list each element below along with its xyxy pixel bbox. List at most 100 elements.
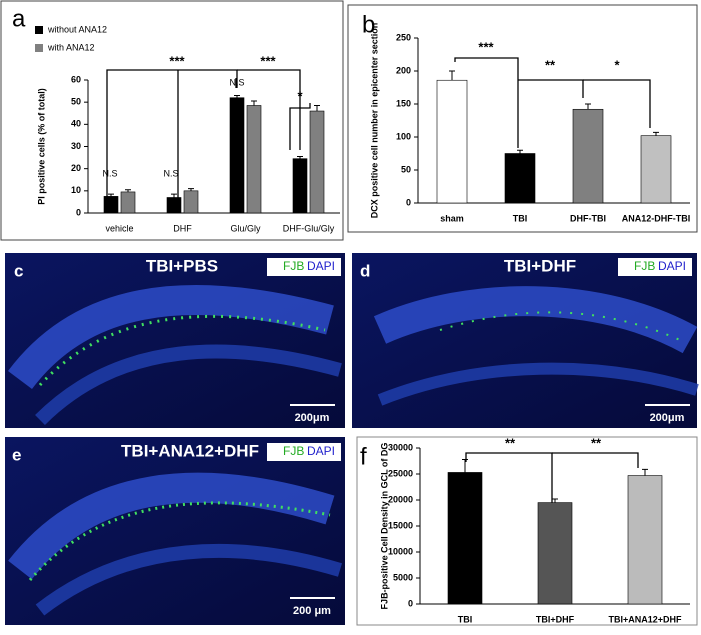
legend-swatch — [35, 26, 43, 34]
bar — [504, 153, 536, 204]
bar — [246, 105, 262, 214]
bar — [447, 472, 483, 605]
annotation: *** — [260, 53, 276, 68]
scale-label: 200μm — [650, 412, 685, 424]
bar — [640, 135, 672, 204]
panel-title: TBI+ANA12+DHF — [121, 441, 259, 460]
bracket — [237, 69, 301, 150]
y-tick-label: 150 — [396, 98, 411, 108]
x-tick-label: ANA12-DHF-TBI — [622, 213, 691, 223]
y-axis-label: FJB-positive Cell Density in GCL of DG — [379, 443, 389, 610]
bar — [229, 97, 245, 214]
error-bar — [108, 193, 114, 197]
annotation: N.S — [229, 77, 244, 87]
annotation: * — [297, 88, 303, 103]
scale-label: 200μm — [295, 412, 330, 424]
micrograph: c TBI+PBS FJB DAPI 200μm — [5, 253, 345, 428]
error-bar — [314, 104, 320, 112]
error-bar — [188, 188, 194, 191]
y-tick-label: 0 — [406, 197, 411, 207]
bar — [309, 110, 325, 214]
y-tick-label: 0 — [408, 598, 413, 608]
panel-letter: c — [14, 261, 23, 280]
stain-label: FJB — [283, 259, 304, 273]
x-tick-label: TBI — [458, 614, 473, 624]
panel-letter: d — [360, 261, 370, 280]
x-tick-label: DHF-TBI — [570, 213, 606, 223]
error-bar — [552, 498, 558, 503]
error-bar — [125, 189, 131, 192]
y-tick-label: 20 — [71, 163, 81, 173]
bracket — [454, 57, 519, 148]
bracket — [465, 452, 553, 508]
bracket — [518, 79, 584, 98]
y-tick-label: 50 — [71, 97, 81, 107]
bracket — [583, 79, 651, 128]
y-tick-label: 40 — [71, 119, 81, 129]
x-tick-label: TBI — [513, 213, 528, 223]
micrograph: d TBI+DHF FJB DAPI 200μm — [352, 253, 699, 428]
bar — [183, 190, 199, 214]
x-tick-label: sham — [440, 213, 464, 223]
legend-label: with ANA12 — [47, 42, 95, 52]
panel-title: TBI+PBS — [146, 256, 218, 275]
bar — [537, 502, 573, 605]
legend-swatch — [35, 44, 43, 52]
y-tick-label: 200 — [396, 65, 411, 75]
error-bar — [234, 95, 240, 98]
annotation: ** — [591, 435, 602, 450]
y-tick-label: 50 — [401, 164, 411, 174]
x-tick-label: TBI+ANA12+DHF — [608, 614, 682, 624]
x-tick-label: DHF-Glu/Gly — [283, 223, 335, 233]
stain-label: DAPI — [658, 259, 686, 273]
x-tick-label: DHF — [173, 223, 192, 233]
annotation: * — [614, 57, 620, 72]
annotation: *** — [478, 39, 494, 54]
bar — [120, 191, 136, 214]
bar — [627, 475, 663, 605]
legend-label: without ANA12 — [47, 24, 107, 34]
panel-frame — [0, 0, 344, 241]
error-bar — [653, 131, 659, 136]
error-bar — [585, 103, 591, 110]
error-bar — [171, 193, 177, 198]
bar — [436, 79, 468, 204]
bar — [572, 108, 604, 204]
panel-letter: e — [12, 445, 21, 464]
x-tick-label: Glu/Gly — [230, 223, 261, 233]
bracket — [106, 69, 238, 200]
panel-letter: f — [360, 443, 367, 470]
error-bar — [297, 155, 303, 159]
panel-letter: a — [12, 5, 26, 32]
error-bar — [251, 100, 257, 106]
panel-frame — [347, 4, 698, 233]
annotation: ** — [505, 435, 516, 450]
bar — [292, 158, 308, 214]
y-tick-label: 0 — [76, 207, 81, 217]
annotation: ** — [545, 57, 556, 72]
annotation: N.S — [102, 168, 117, 178]
y-axis-label: PI positive cells (% of total) — [36, 88, 46, 205]
y-tick-label: 100 — [396, 131, 411, 141]
scale-label: 200 μm — [293, 605, 331, 617]
y-tick-label: 30000 — [388, 442, 413, 452]
stain-label: FJB — [634, 259, 655, 273]
bracket — [552, 452, 639, 468]
y-tick-label: 5000 — [393, 572, 413, 582]
micrograph: e TBI+ANA12+DHF FJB DAPI 200 μm — [5, 437, 345, 625]
annotation: N.S — [163, 168, 178, 178]
error-bar — [517, 149, 523, 154]
panel-frame — [356, 436, 698, 626]
stain-label: DAPI — [307, 444, 335, 458]
bracket — [289, 103, 311, 150]
stain-label: FJB — [283, 444, 304, 458]
y-tick-label: 250 — [396, 32, 411, 42]
x-tick-label: vehicle — [105, 223, 133, 233]
y-tick-label: 20000 — [388, 494, 413, 504]
y-tick-label: 15000 — [388, 520, 413, 530]
y-tick-label: 10000 — [388, 546, 413, 556]
panel-letter: b — [362, 11, 375, 38]
y-tick-label: 10 — [71, 185, 81, 195]
y-tick-label: 30 — [71, 141, 81, 151]
